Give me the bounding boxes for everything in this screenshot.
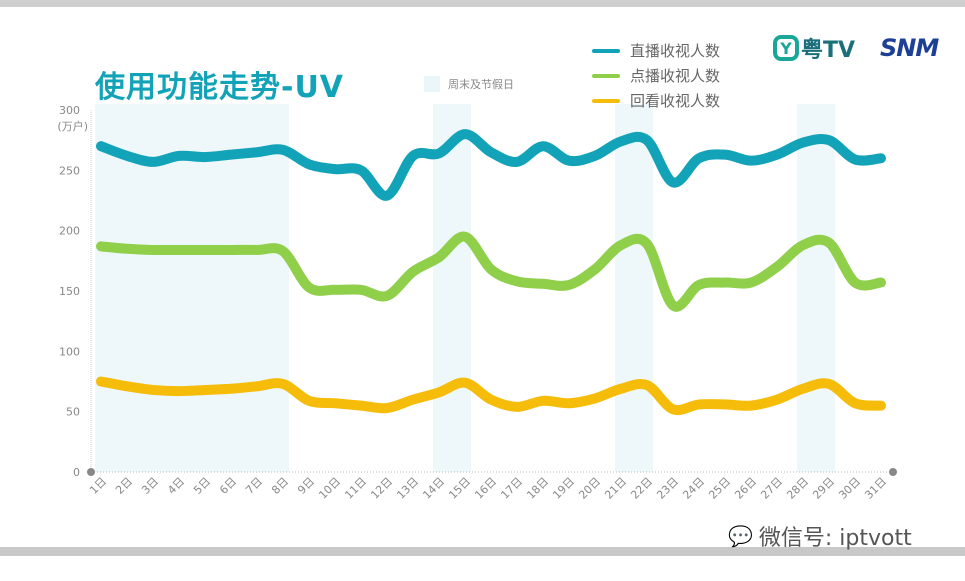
x-tick-label: 3日	[139, 475, 161, 497]
legend: 直播收视人数 点播收视人数 回看收视人数	[592, 38, 720, 113]
legend-swatch	[592, 48, 620, 53]
x-tick-label: 14日	[420, 475, 447, 502]
x-tick-label: 8日	[269, 475, 291, 497]
y-tick-label: 100	[59, 345, 80, 358]
y-tick-label: 50	[66, 406, 80, 419]
x-tick-label: 19日	[550, 475, 577, 502]
weekend-legend: 周末及节假日	[424, 76, 514, 92]
legend-label: 回看收视人数	[630, 92, 721, 110]
wechat-icon: 💬	[728, 524, 753, 548]
x-tick-label: 9日	[295, 475, 317, 497]
weekend-band	[95, 104, 289, 472]
x-tick-label: 31日	[862, 475, 889, 502]
slide-separator	[0, 547, 965, 556]
weekend-band	[797, 104, 835, 472]
x-tick-label: 23日	[654, 475, 681, 502]
legend-item: 回看收视人数	[592, 88, 720, 113]
x-tick-label: 10日	[316, 475, 343, 502]
y-tick-label: 250	[59, 164, 80, 177]
x-tick-label: 21日	[602, 475, 629, 502]
top-border	[0, 0, 965, 7]
x-tick-label: 11日	[342, 475, 369, 502]
wechat-id: 微信号: iptvott	[758, 526, 912, 551]
chart-title: 使用功能走势-UV	[95, 70, 345, 105]
axis-origin-dot	[87, 468, 95, 476]
x-tick-label: 20日	[576, 475, 603, 502]
legend-item: 直播收视人数	[592, 38, 720, 63]
x-tick-label: 13日	[394, 475, 421, 502]
x-tick-label: 18日	[524, 475, 551, 502]
x-tick-label: 1日	[87, 475, 109, 497]
series-line	[96, 376, 886, 416]
y-tick-label: 300	[59, 104, 80, 117]
x-tick-label: 7日	[243, 475, 265, 497]
x-tick-label: 2日	[113, 475, 135, 497]
snm-logo: SNM	[880, 34, 939, 62]
x-tick-label: 5日	[191, 475, 213, 497]
y-axis-label: (万户)	[57, 119, 88, 133]
weekend-legend-label: 周末及节假日	[448, 78, 514, 91]
x-tick-label: 15日	[446, 475, 473, 502]
yue-tv-logo: Y 粤TV	[773, 32, 855, 64]
x-tick-label: 6日	[217, 475, 239, 497]
x-tick-label: 25日	[706, 475, 733, 502]
x-tick-label: 24日	[680, 475, 707, 502]
legend-item: 点播收视人数	[592, 63, 720, 88]
series-line	[96, 129, 886, 201]
series-line	[96, 231, 886, 312]
x-tick-label: 30日	[836, 475, 863, 502]
legend-label: 点播收视人数	[630, 67, 721, 85]
x-tick-label: 27日	[758, 475, 785, 502]
x-tick-label: 29日	[810, 475, 837, 502]
x-tick-label: 16日	[472, 475, 499, 502]
legend-swatch	[592, 73, 620, 78]
weekend-swatch	[424, 76, 440, 92]
weekend-band	[433, 104, 471, 472]
x-tick-label: 12日	[368, 475, 395, 502]
x-tick-label: 4日	[165, 475, 187, 497]
x-tick-label: 22日	[628, 475, 655, 502]
legend-label: 直播收视人数	[630, 42, 721, 60]
x-tick-label: 26日	[732, 475, 759, 502]
legend-swatch	[592, 98, 620, 103]
x-tick-label: 28日	[784, 475, 811, 502]
y-tick-label: 200	[59, 225, 80, 238]
x-tick-label: 17日	[498, 475, 525, 502]
wechat-watermark: 💬 微信号: iptvott	[728, 520, 912, 552]
weekend-band	[615, 104, 653, 472]
y-tick-label: 150	[59, 285, 80, 298]
axis-end-dot	[889, 468, 897, 476]
y-tick-label: 0	[73, 466, 80, 479]
